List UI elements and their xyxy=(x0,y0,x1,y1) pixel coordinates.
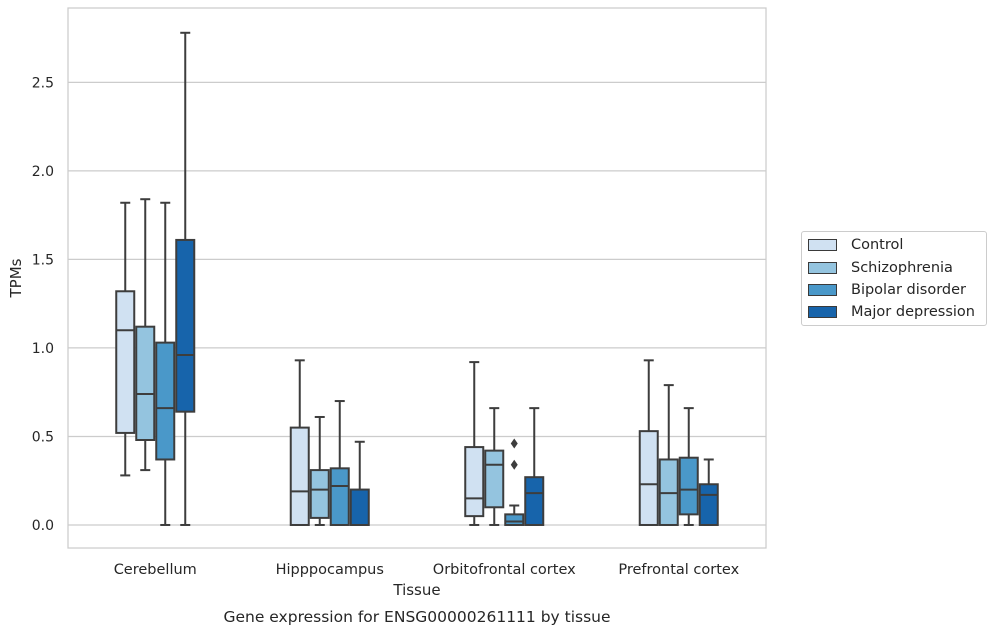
y-tick-label: 2.0 xyxy=(32,164,54,180)
x-tick-label: Cerebellum xyxy=(114,562,197,578)
x-tick-label: Orbitofrontal cortex xyxy=(433,562,576,578)
box-control-hipppocampus xyxy=(289,359,310,526)
box-bipolar-disorder-orbitofrontal-cortex xyxy=(504,438,525,526)
legend-item-control: Control xyxy=(808,235,903,255)
box-iqr xyxy=(309,469,330,519)
chart-caption: Gene expression for ENSG00000261111 by t… xyxy=(223,608,610,626)
box-bipolar-disorder-hipppocampus xyxy=(329,400,350,526)
box-control-orbitofrontal-cortex xyxy=(464,361,485,526)
legend-item-schizophrenia: Schizophrenia xyxy=(808,258,953,278)
box-schizophrenia-prefrontal-cortex xyxy=(658,384,679,526)
box-iqr xyxy=(349,488,370,526)
box-control-cerebellum xyxy=(115,201,136,477)
box-schizophrenia-hipppocampus xyxy=(309,415,330,526)
x-axis-label: Tissue xyxy=(392,581,440,599)
y-tick-label: 0.5 xyxy=(32,429,54,445)
x-tick-labels: Cerebellum Hipppocampus Orbitofrontal cort… xyxy=(114,562,740,578)
box-bipolar-disorder-prefrontal-cortex xyxy=(678,407,699,526)
box-iqr xyxy=(175,238,196,413)
box-major-depression-cerebellum xyxy=(175,31,196,526)
box-schizophrenia-cerebellum xyxy=(135,198,156,472)
legend-label-bipolar-disorder: Bipolar disorder xyxy=(851,282,966,298)
box-major-depression-hipppocampus xyxy=(349,440,370,526)
box-major-depression-prefrontal-cortex xyxy=(698,458,719,526)
legend-item-bipolar-disorder: Bipolar disorder xyxy=(808,280,966,300)
box-iqr xyxy=(135,325,156,442)
legend-label-major-depression: Major depression xyxy=(851,304,975,320)
boxes xyxy=(115,31,719,526)
box-iqr xyxy=(155,341,176,461)
y-tick-label: 1.0 xyxy=(32,341,54,357)
box-major-depression-orbitofrontal-cortex xyxy=(524,407,545,526)
legend-swatch-bipolar-disorder xyxy=(808,284,837,296)
x-tick-label: Prefrontal cortex xyxy=(618,562,739,578)
box-iqr xyxy=(504,513,525,526)
box-schizophrenia-orbitofrontal-cortex xyxy=(484,407,505,526)
box-iqr xyxy=(484,449,505,509)
legend-swatch-major-depression xyxy=(808,306,837,318)
outlier-point xyxy=(510,459,518,470)
plot-area-frame xyxy=(67,7,767,549)
legend-label-control: Control xyxy=(851,237,904,253)
box-iqr xyxy=(464,446,485,518)
y-tick-label: 0.0 xyxy=(32,518,54,534)
box-iqr xyxy=(698,483,719,526)
y-tick-label: 1.5 xyxy=(32,252,54,268)
box-iqr xyxy=(638,430,659,526)
box-iqr xyxy=(115,290,136,434)
box-control-prefrontal-cortex xyxy=(638,359,659,526)
box-iqr xyxy=(678,456,699,516)
legend: Control Schizophrenia Bipolar disorder M… xyxy=(801,231,987,326)
y-axis-label: TPMs xyxy=(7,258,25,298)
y-tick-label: 2.5 xyxy=(32,75,54,91)
outlier-point xyxy=(510,438,518,449)
box-iqr xyxy=(524,476,545,526)
legend-item-major-depression: Major depression xyxy=(808,302,975,322)
legend-swatch-control xyxy=(808,239,837,251)
box-iqr xyxy=(289,426,310,526)
box-iqr xyxy=(329,467,350,526)
y-tick-labels: 0.0 0.5 1.0 1.5 2.0 2.5 xyxy=(32,75,54,534)
x-tick-label: Hipppocampus xyxy=(276,562,384,578)
box-bipolar-disorder-cerebellum xyxy=(155,201,176,526)
legend-swatch-schizophrenia xyxy=(808,262,837,274)
legend-label-schizophrenia: Schizophrenia xyxy=(851,260,953,276)
